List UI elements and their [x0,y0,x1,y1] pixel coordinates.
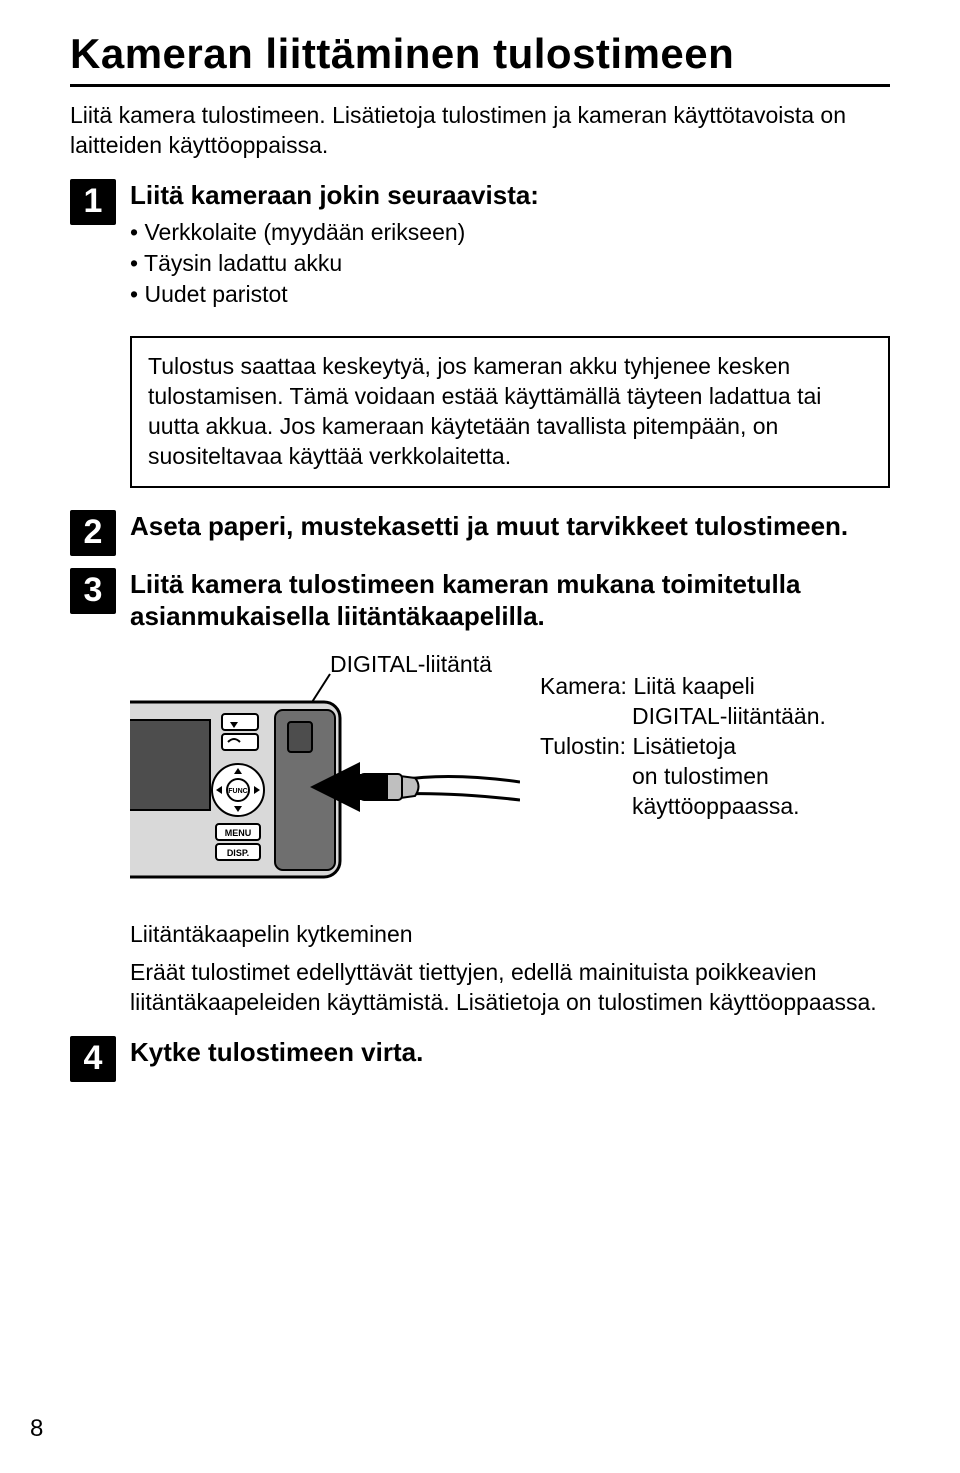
svg-text:MENU: MENU [225,828,252,838]
intro-text: Liitä kamera tulostimeen. Lisätietoja tu… [70,101,890,161]
callout-cable-connect: Liitäntäkaapelin kytkeminen [130,921,890,948]
page-title: Kameran liittäminen tulostimeen [70,30,890,78]
step-3: 3 Liitä kamera tulostimeen kameran mukan… [70,568,890,639]
connection-diagram: DIGITAL-liitäntä [130,651,890,948]
step-3-number: 3 [70,568,116,614]
note-box: Tulostus saattaa keskeytyä, jos kameran … [130,336,890,488]
step-1: 1 Liitä kameraan jokin seuraavista: Verk… [70,179,890,325]
printer-label: Tulostin: [540,733,626,759]
camera-illustration: FUNC MENU DISP. [130,672,520,902]
bullet-item: Täysin ladattu akku [130,248,890,279]
step-2-heading: Aseta paperi, mustekasetti ja muut tarvi… [130,510,890,543]
svg-text:FUNC: FUNC [228,788,247,795]
callout-digital-port: DIGITAL-liitäntä [330,651,890,678]
step-4-number: 4 [70,1036,116,1082]
printer-text: on tulostimen [540,762,826,792]
step-2-number: 2 [70,510,116,556]
printer-text: käyttöoppaassa. [540,792,826,822]
step-4-heading: Kytke tulostimeen virta. [130,1036,890,1069]
svg-text:DISP.: DISP. [227,848,249,858]
bullet-item: Uudet paristot [130,279,890,310]
step-4: 4 Kytke tulostimeen virta. [70,1036,890,1082]
step-1-number: 1 [70,179,116,225]
camera-text: DIGITAL-liitäntään. [540,702,826,732]
step-1-bullets: Verkkolaite (myydään erikseen) Täysin la… [130,217,890,310]
connection-details: Kamera: Liitä kaapeli DIGITAL-liitäntään… [540,672,826,821]
step-1-heading: Liitä kameraan jokin seuraavista: [130,179,890,212]
step-3-heading: Liitä kamera tulostimeen kameran mukana … [130,568,890,633]
bullet-item: Verkkolaite (myydään erikseen) [130,217,890,248]
step-2: 2 Aseta paperi, mustekasetti ja muut tar… [70,510,890,556]
additional-note: Eräät tulostimet edellyttävät tiettyjen,… [130,958,890,1018]
printer-text: Lisätietoja [632,733,736,759]
title-rule [70,84,890,87]
page-number: 8 [30,1415,43,1443]
